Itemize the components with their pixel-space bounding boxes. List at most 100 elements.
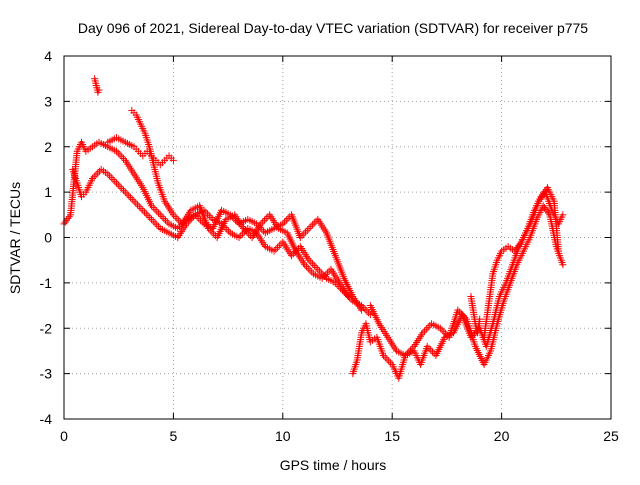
data-marker-track-1-8-1: [114, 149, 122, 157]
data-marker-track-8-2-5: [492, 258, 500, 266]
data-marker-track-2-31-3: [329, 278, 337, 286]
data-marker-track-7-10-3: [459, 312, 467, 320]
data-marker-track-6-1-11: [357, 331, 365, 339]
data-marker-track-2-8-3: [127, 194, 135, 202]
data-marker-track-4-18-3: [262, 214, 270, 222]
data-point-track-2-7: [113, 179, 121, 187]
data-marker-track-2-0-5: [72, 177, 80, 185]
data-marker-track-2-4-2: [92, 171, 100, 179]
y-axis-label: SDTVAR / TECUs: [7, 182, 23, 294]
data-point-track-2-30: [314, 265, 322, 273]
data-marker-track-1-30-1: [307, 223, 315, 231]
data-marker-track-4-23-1: [302, 263, 310, 271]
data-marker-track-1-31-6: [321, 227, 329, 235]
data-marker-track-1-29-2: [300, 230, 308, 238]
data-marker-track-6-4-2: [371, 335, 379, 343]
data-marker-track-1-14-3: [172, 223, 180, 231]
data-marker-track-8-10-3: [541, 187, 549, 195]
data-marker-track-7-5-6: [418, 331, 426, 339]
data-marker-track-4-26-6: [334, 277, 342, 285]
data-marker-track-2-7-4: [120, 186, 128, 194]
data-marker-track-2-35-3: [363, 307, 371, 315]
data-marker-track-2-30-1: [316, 267, 324, 275]
data-marker-track-4-23-2: [304, 264, 312, 272]
data-marker-track-7-22-3: [543, 207, 551, 215]
data-marker-track-4-1-3: [135, 118, 143, 126]
data-marker-track-7-17-7: [512, 263, 520, 271]
data-marker-track-1-29-4: [303, 226, 311, 234]
data-marker-track-7-0-8: [374, 318, 382, 326]
grid-lines: [64, 56, 611, 419]
data-marker-track-7-24-7: [558, 258, 566, 266]
data-marker-track-2-7-3: [118, 184, 126, 192]
data-marker-track-8-0-13: [484, 304, 492, 312]
data-marker-track-6-12-1: [425, 344, 433, 352]
data-marker-track-2-7-2: [116, 183, 124, 191]
data-marker-track-7-7-3: [434, 323, 442, 331]
data-marker-track-1-33-10: [339, 272, 347, 280]
data-marker-track-2-10-4: [146, 214, 154, 222]
data-marker-track-7-8-1: [438, 326, 446, 334]
data-point-track-2-10: [139, 206, 147, 214]
y-tick-label-6: 2: [44, 139, 52, 155]
data-marker-track-4-9-6: [186, 208, 194, 216]
data-marker-track-1-11-8: [147, 200, 155, 208]
data-marker-track-2-10-2: [142, 210, 150, 218]
data-marker-track-2-29-2: [309, 260, 317, 268]
data-marker-track-7-4-1: [403, 350, 411, 358]
data-marker-track-2-4-3: [94, 169, 102, 177]
data-marker-track-1-12-3: [153, 207, 161, 215]
data-marker-track-2-5-2: [102, 168, 110, 176]
data-marker-track-1-30-2: [309, 221, 317, 229]
data-marker-track-4-12-2: [208, 228, 216, 236]
data-marker-track-7-22-2: [542, 205, 550, 213]
x-tick-label-5: 25: [603, 428, 619, 444]
data-marker-track-5-0-1: [91, 77, 99, 85]
data-marker-track-4-24-3: [316, 273, 324, 281]
data-point-track-1-13: [156, 211, 164, 219]
data-marker-track-2-15-4: [190, 213, 198, 221]
x-tick-label-1: 5: [170, 428, 178, 444]
data-marker-track-7-6-4: [426, 322, 434, 330]
data-marker-track-4-22-6: [299, 259, 307, 267]
data-marker-track-4-8-3: [175, 216, 183, 224]
data-marker-track-2-8-4: [128, 195, 136, 203]
data-marker-track-2-29-4: [312, 263, 320, 271]
y-tick-label-8: 4: [44, 48, 52, 64]
data-marker-track-1-13-3: [162, 216, 170, 224]
data-marker-track-4-5-7: [154, 177, 162, 185]
data-marker-track-4-2-3: [140, 127, 148, 135]
data-marker-track-8-7-5: [523, 227, 531, 235]
data-marker-track-2-21-2: [239, 230, 247, 238]
data-marker-track-7-8-3: [442, 330, 450, 338]
data-marker-track-2-35-1: [359, 303, 367, 311]
data-marker-track-3-1-3: [119, 137, 127, 145]
x-tick-label-3: 15: [384, 428, 400, 444]
data-marker-track-6-6-3: [385, 357, 393, 365]
data-marker-track-1-4-2: [86, 144, 94, 152]
data-marker-track-1-8-2: [116, 151, 124, 159]
data-marker-track-4-7-6: [168, 209, 176, 217]
data-marker-track-1-27-2: [282, 216, 290, 224]
data-marker-track-8-6-2: [513, 243, 521, 251]
data-marker-track-4-8-2: [173, 214, 181, 222]
data-marker-track-1-30-3: [310, 219, 318, 227]
data-marker-track-7-16-7: [506, 281, 514, 289]
data-marker-track-7-8-2: [440, 328, 448, 336]
data-marker-track-1-0-3: [64, 214, 72, 222]
data-marker-track-8-10-1: [538, 191, 546, 199]
data-markers: [60, 75, 567, 382]
data-marker-track-4-20-3: [281, 228, 289, 236]
data-marker-track-6-12-2: [427, 346, 435, 354]
data-marker-track-4-13-8: [221, 217, 229, 225]
data-marker-track-4-17-6: [256, 222, 264, 230]
data-marker-track-2-25-1: [272, 245, 280, 253]
data-marker-track-7-10-1: [456, 308, 464, 316]
data-marker-track-8-6-4: [516, 240, 524, 248]
data-marker-track-2-23-6: [260, 241, 268, 249]
data-marker-track-7-11-11: [471, 340, 479, 348]
data-marker-track-4-18-1: [259, 218, 267, 226]
data-marker-track-2-30-2: [317, 269, 325, 277]
data-point-track-2-9: [130, 197, 138, 205]
data-marker-track-6-13-8: [440, 335, 448, 343]
